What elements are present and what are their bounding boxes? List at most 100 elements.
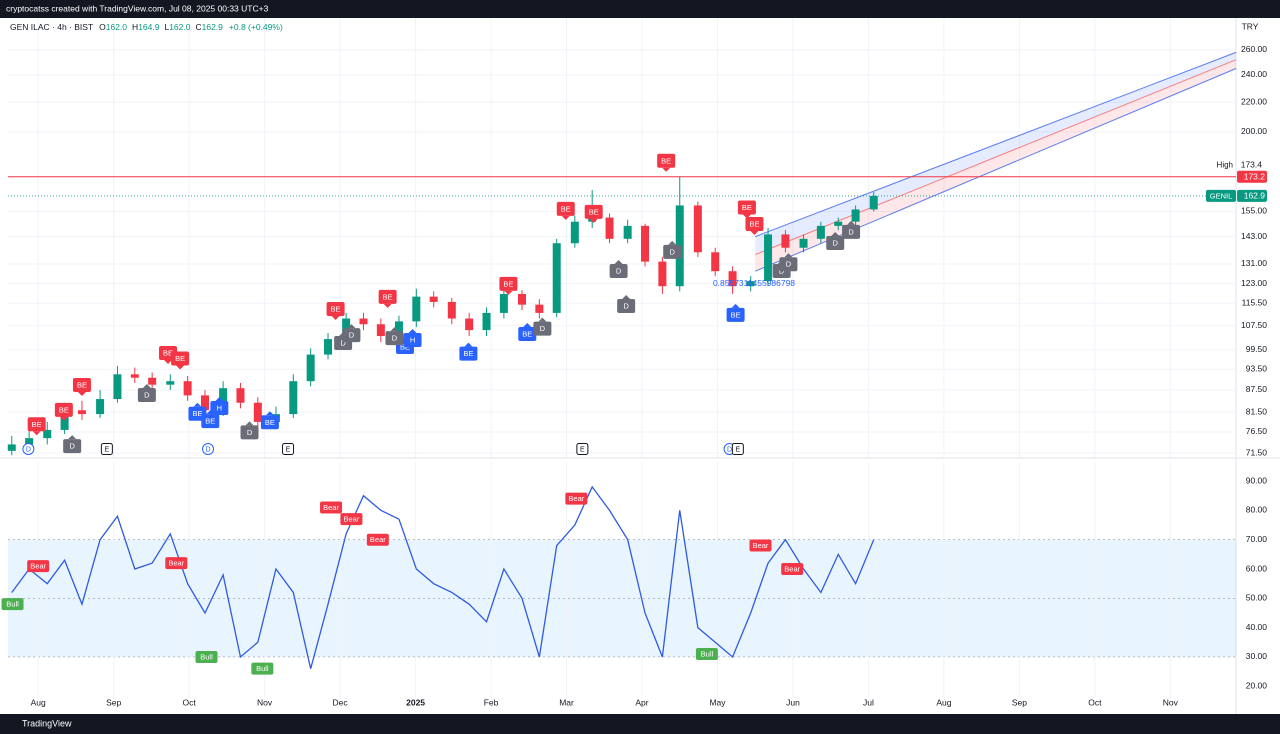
rsi-signal: Bear — [781, 563, 804, 576]
candle-body — [219, 388, 228, 411]
marker-label: BE — [192, 409, 202, 418]
marker-label: D — [623, 301, 629, 310]
signal-marker: BE — [260, 411, 279, 430]
candle-body — [394, 321, 403, 337]
signal-marker: D — [609, 259, 628, 278]
x-tick-label: Sep — [106, 697, 121, 707]
y-tick-label: 115.50 — [1242, 298, 1268, 308]
marker-label: D — [616, 266, 622, 275]
marker-pointer — [464, 342, 473, 347]
signal-marker: BE — [737, 200, 756, 219]
marker-box — [726, 307, 745, 322]
y-tick-label: 80.00 — [1246, 505, 1268, 515]
signal-label: Bear — [753, 541, 769, 550]
signal-marker: BE — [54, 402, 73, 421]
candle-body — [465, 318, 474, 331]
signal-marker: D — [842, 220, 861, 239]
candle-body — [746, 281, 755, 287]
candle-body — [711, 252, 720, 272]
ohlc-item: L162.0 — [164, 22, 190, 32]
marker-box — [518, 326, 537, 341]
signal-label: Bear — [343, 515, 359, 524]
signal-label: Bull — [200, 652, 213, 661]
candle-body — [834, 221, 843, 226]
marker-box — [385, 331, 404, 346]
marker-pointer — [668, 240, 677, 245]
marker-box — [210, 400, 229, 415]
ohlc-key: O — [99, 22, 106, 32]
event-label: E — [105, 446, 110, 453]
marker-label: H — [410, 335, 415, 344]
marker-label: BE — [661, 156, 671, 165]
ohlc-key: H — [132, 22, 139, 32]
signal-marker: BE — [518, 322, 537, 341]
ohlc-value: 162.0 — [169, 22, 191, 32]
signal-marker: BE — [378, 289, 397, 308]
marker-box — [657, 153, 676, 168]
signal-box — [165, 557, 188, 570]
marker-box — [72, 378, 91, 393]
event-shape — [576, 443, 589, 455]
signal-label: Bull — [701, 650, 714, 659]
event-label: E — [736, 446, 741, 453]
event-shape — [282, 443, 295, 455]
rsi-signal: Bear — [165, 557, 188, 570]
signal-marker: BE — [171, 351, 190, 370]
signal-label: Bull — [256, 664, 269, 673]
rsi-band — [8, 539, 1236, 657]
marker-pointer — [408, 328, 417, 333]
marker-label: D — [833, 238, 839, 247]
last-value: 162.9 — [1244, 191, 1266, 201]
candle-body — [324, 339, 333, 355]
channel-line — [755, 59, 1237, 256]
marker-pointer — [176, 365, 185, 370]
x-tick-label: Nov — [1163, 697, 1179, 707]
channel-line — [755, 51, 1237, 238]
candle-body — [166, 381, 175, 385]
event-label: D — [205, 446, 210, 453]
y-tick-label: 220.00 — [1241, 96, 1267, 106]
marker-box — [663, 244, 682, 259]
channel-lower-fill — [755, 59, 1236, 272]
marker-pointer — [831, 232, 840, 237]
marker-label: BE — [205, 417, 215, 426]
marker-box — [171, 351, 190, 366]
candle-body — [764, 234, 773, 282]
candle-body — [376, 324, 385, 337]
x-tick-label: Aug — [936, 697, 951, 707]
candle-body — [781, 234, 790, 248]
marker-box — [584, 204, 603, 219]
event-marker: D — [202, 443, 215, 455]
signal-marker: D — [663, 240, 682, 259]
marker-label: D — [669, 247, 675, 256]
event-label: D — [26, 446, 31, 453]
signal-marker: BE — [726, 303, 745, 322]
candle-body — [200, 395, 209, 411]
marker-pointer — [193, 402, 202, 407]
x-tick-label: Feb — [484, 697, 499, 707]
rsi-line — [11, 485, 875, 669]
y-tick-label: 20.00 — [1246, 681, 1268, 691]
marker-box — [745, 216, 764, 231]
ohlc-item: H164.9 — [132, 22, 159, 32]
y-tick-label: 40.00 — [1246, 622, 1268, 632]
candle-body — [289, 381, 298, 415]
signal-marker: D — [533, 317, 552, 336]
signal-box — [1, 598, 24, 611]
y-tick-label: 71.50 — [1246, 447, 1268, 457]
x-tick-label: 2025 — [406, 697, 425, 707]
marker-pointer — [59, 416, 68, 421]
signal-box — [749, 539, 772, 552]
marker-box — [533, 321, 552, 336]
y-tick-label: 99.50 — [1246, 344, 1268, 354]
signal-label: Bear — [784, 564, 800, 573]
marker-pointer — [523, 322, 532, 327]
change: +0.8 (+0.49%) — [228, 22, 283, 32]
marker-label: BE — [59, 405, 69, 414]
marker-pointer — [164, 360, 173, 365]
marker-label: BE — [522, 329, 532, 338]
marker-box — [54, 402, 73, 417]
marker-pointer — [731, 303, 740, 308]
x-tick-label: Aug — [31, 697, 46, 707]
